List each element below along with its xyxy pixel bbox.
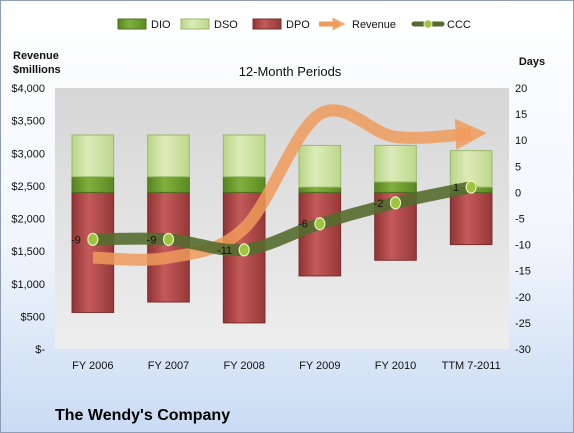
chart-title: 12-Month Periods [239, 64, 342, 79]
right-axis-tick-label: 15 [515, 109, 527, 121]
dso-bar [298, 144, 342, 188]
ccc-point [389, 196, 402, 210]
dio-bar [222, 176, 266, 193]
left-axis-tick-label: $1,500 [11, 246, 45, 258]
category-tick-label: FY 2010 [375, 360, 416, 372]
ccc-point [314, 217, 326, 231]
dso-bar [374, 144, 417, 183]
legend-label-dso: DSO [214, 19, 238, 31]
category-tick-label: FY 2006 [72, 360, 113, 372]
legend-label-revenue: Revenue [352, 19, 396, 31]
category-tick-label: FY 2008 [223, 360, 264, 372]
left-axis-tick-label: $3,000 [11, 148, 45, 160]
ccc-data-label: -6 [298, 219, 308, 231]
dso-bar [147, 134, 190, 178]
dpo-bar [449, 191, 493, 246]
legend-swatch-dpo [252, 18, 282, 30]
ccc-line [86, 181, 478, 257]
left-axis-tick-label: $2,000 [11, 214, 45, 226]
dio-bar [374, 181, 417, 193]
right-axis-tick-label: -5 [515, 214, 525, 226]
dso-bar [71, 134, 115, 178]
right-axis-label: Days [519, 56, 545, 68]
right-axis-tick-label: 0 [515, 187, 521, 199]
legend-swatch-dso [180, 18, 210, 30]
left-axis-label-line1: Revenue [13, 50, 59, 62]
ccc-point [238, 243, 250, 257]
ccc-data-label: 1 [453, 182, 459, 194]
legend-label-dpo: DPO [286, 19, 310, 31]
left-axis-tick-label: $500 [21, 311, 45, 323]
dio-bar [71, 176, 115, 193]
legend-label-ccc: CCC [447, 19, 471, 31]
right-axis-tick-label: -25 [515, 318, 531, 330]
ccc-data-label: -9 [147, 234, 157, 246]
left-axis-label-line2: $millions [13, 64, 61, 76]
plot-area [55, 88, 509, 349]
right-axis-tick-label: 20 [515, 83, 527, 95]
left-axis-tick-label: $1,000 [11, 279, 45, 291]
legend-swatch-dio [117, 18, 147, 30]
dso-bar [222, 134, 266, 178]
left-axis-tick-label: $- [35, 344, 45, 356]
right-axis-tick-label: -15 [515, 266, 531, 278]
legend-label-dio: DIO [151, 19, 171, 31]
dio-bar [147, 176, 190, 193]
category-tick-label: FY 2007 [148, 360, 189, 372]
right-axis-tick-label: -20 [515, 292, 531, 304]
right-axis-tick-label: -10 [515, 240, 531, 252]
ccc-data-label: -11 [217, 245, 232, 257]
category-tick-label: FY 2009 [299, 360, 340, 372]
left-axis-tick-label: $3,500 [11, 116, 45, 128]
company-name: The Wendy's Company [55, 407, 231, 424]
right-axis-tick-label: 5 [515, 161, 521, 173]
dio-bar [298, 186, 342, 193]
right-axis-tick-label: 10 [515, 135, 527, 147]
ccc-point [87, 232, 99, 246]
right-axis-tick-label: -30 [515, 344, 531, 356]
category-tick-label: TTM 7-2011 [442, 360, 501, 372]
left-axis-tick-label: $4,000 [11, 83, 45, 95]
legend-marker-ccc [423, 19, 433, 29]
ccc-data-label: -9 [71, 234, 81, 246]
ccc-point [162, 232, 175, 246]
revenue-line [92, 104, 487, 266]
left-axis-tick-label: $2,500 [11, 181, 45, 193]
ccc-data-label: -2 [374, 198, 384, 210]
ccc-point [465, 180, 477, 194]
